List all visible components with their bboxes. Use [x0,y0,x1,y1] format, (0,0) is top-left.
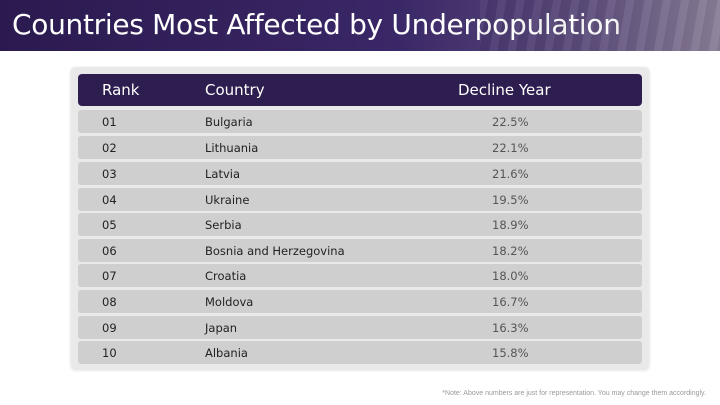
table-row: 03 Latvia 21.6% [78,162,642,185]
column-header-decline-year: Decline Year [458,81,551,99]
rank-cell: 09 [102,321,117,335]
table-row: 01 Bulgaria 22.5% [78,110,642,133]
title-bar: Countries Most Affected by Underpopulati… [0,0,720,51]
table-row: 05 Serbia 18.9% [78,213,642,236]
country-cell: Serbia [205,218,242,232]
value-cell: 22.1% [492,141,529,155]
rank-cell: 07 [102,269,117,283]
rank-cell: 02 [102,141,117,155]
rank-cell: 06 [102,244,117,258]
footnote: *Note: Above numbers are just for repres… [442,390,706,397]
rank-cell: 10 [102,346,117,360]
table-row: 09 Japan 16.3% [78,316,642,339]
value-cell: 22.5% [492,115,529,129]
value-cell: 18.9% [492,218,529,232]
rank-cell: 03 [102,167,117,181]
rank-cell: 04 [102,193,117,207]
country-cell: Ukraine [205,193,250,207]
country-cell: Bulgaria [205,115,253,129]
country-cell: Bosnia and Herzegovina [205,244,345,258]
table-row: 06 Bosnia and Herzegovina 18.2% [78,239,642,262]
country-cell: Japan [205,321,238,335]
country-cell: Albania [205,346,248,360]
table-row: 04 Ukraine 19.5% [78,188,642,211]
column-header-country: Country [205,81,265,99]
country-cell: Latvia [205,167,241,181]
rank-cell: 05 [102,218,117,232]
table-row: 02 Lithuania 22.1% [78,136,642,159]
rank-cell: 08 [102,295,117,309]
value-cell: 18.0% [492,269,529,283]
value-cell: 16.7% [492,295,529,309]
country-cell: Moldova [205,295,254,309]
country-cell: Croatia [205,269,247,283]
table-row: 07 Croatia 18.0% [78,264,642,287]
column-header-rank: Rank [102,81,140,99]
page-title: Countries Most Affected by Underpopulati… [12,8,621,41]
table-row: 08 Moldova 16.7% [78,290,642,313]
value-cell: 16.3% [492,321,529,335]
value-cell: 19.5% [492,193,529,207]
country-cell: Lithuania [205,141,259,155]
value-cell: 21.6% [492,167,529,181]
table-row: 10 Albania 15.8% [78,341,642,364]
table-header: Rank Country Decline Year [78,74,642,106]
value-cell: 18.2% [492,244,529,258]
rank-cell: 01 [102,115,117,129]
value-cell: 15.8% [492,346,529,360]
